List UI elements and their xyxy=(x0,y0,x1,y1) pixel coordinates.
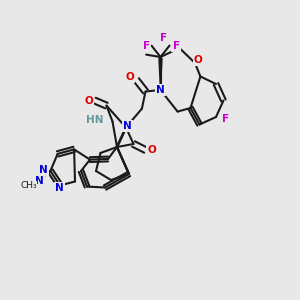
Text: CH₃: CH₃ xyxy=(20,182,37,190)
Text: O: O xyxy=(84,95,93,106)
Text: HN: HN xyxy=(86,115,104,125)
Text: N: N xyxy=(39,165,48,176)
Text: N: N xyxy=(123,121,132,131)
Text: F: F xyxy=(142,40,150,51)
Text: N: N xyxy=(55,183,64,193)
Text: N: N xyxy=(35,176,44,186)
Text: N: N xyxy=(156,85,165,95)
Text: F: F xyxy=(172,40,180,51)
Text: O: O xyxy=(147,145,156,155)
Text: O: O xyxy=(125,71,134,82)
Text: F: F xyxy=(222,113,229,124)
Text: O: O xyxy=(194,55,202,65)
Text: F: F xyxy=(160,33,167,43)
Polygon shape xyxy=(159,58,162,90)
